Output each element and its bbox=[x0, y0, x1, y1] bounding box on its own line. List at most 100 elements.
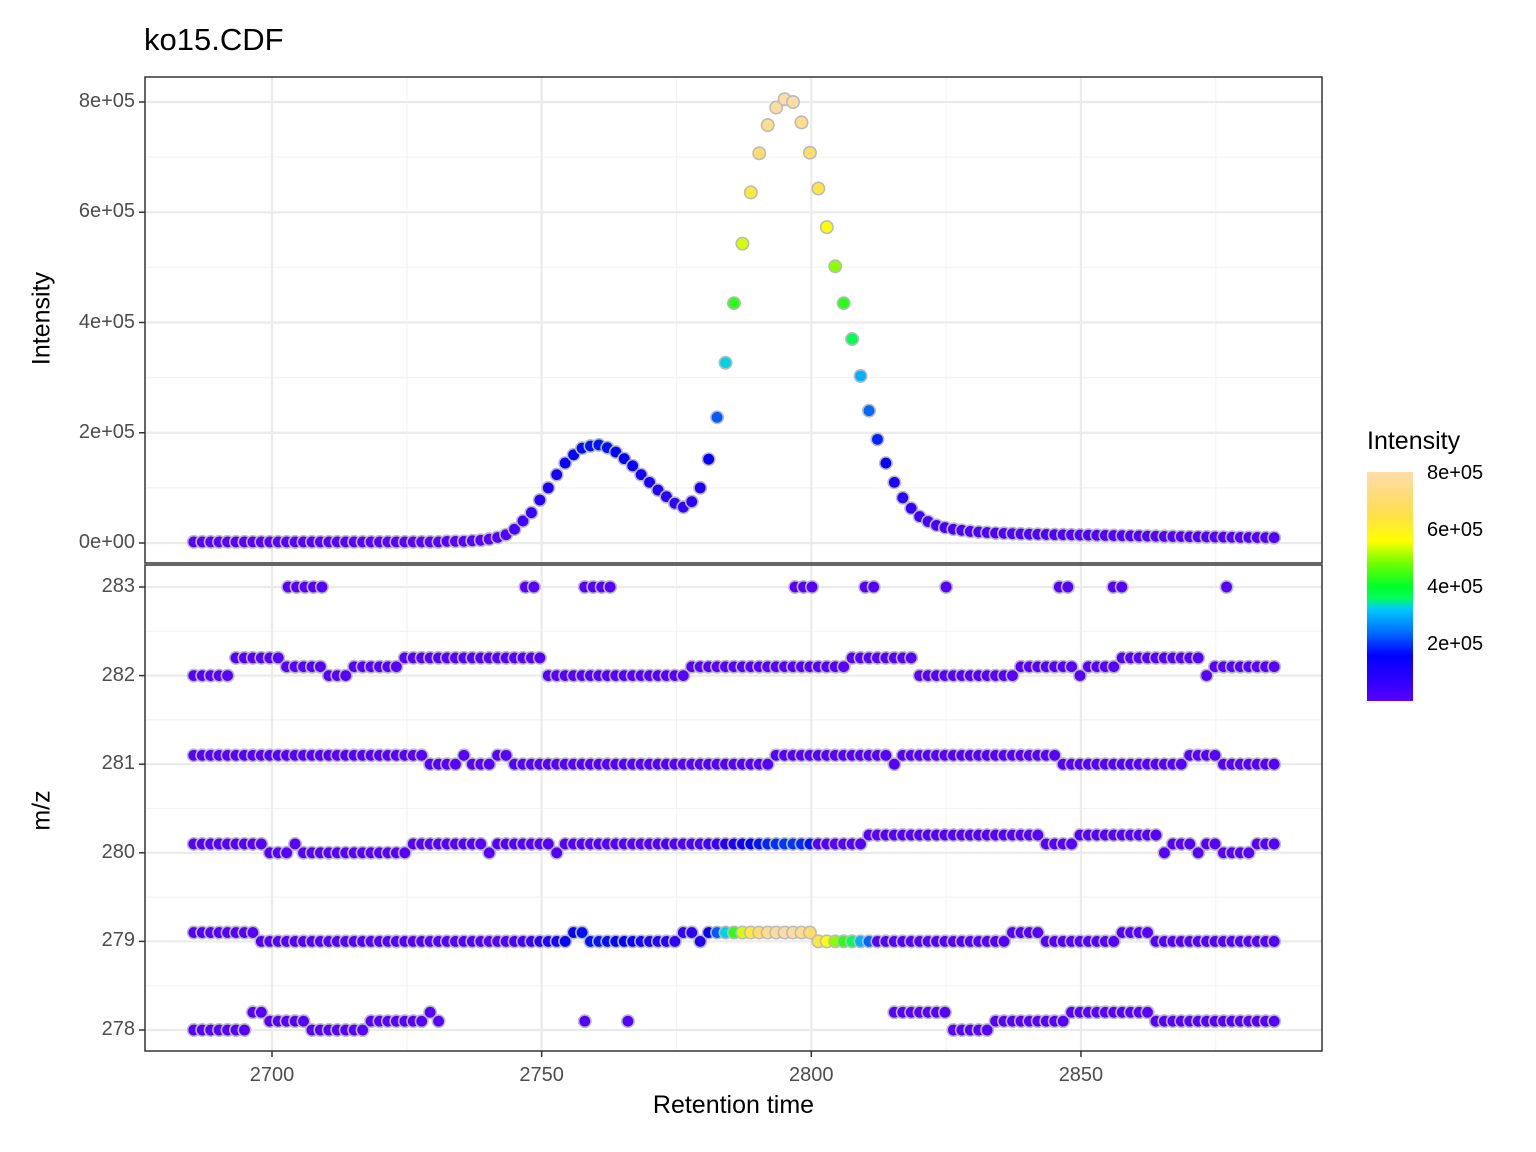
data-point bbox=[1267, 836, 1282, 851]
data-point bbox=[853, 368, 868, 383]
data-point bbox=[895, 490, 910, 505]
legend-label: 6e+05 bbox=[1427, 519, 1484, 541]
data-point bbox=[482, 757, 497, 772]
data-point bbox=[904, 501, 919, 516]
data-point bbox=[1106, 934, 1121, 949]
data-point bbox=[558, 456, 573, 471]
data-point bbox=[526, 579, 541, 594]
tick-label: 282 bbox=[101, 663, 135, 686]
data-point bbox=[701, 452, 716, 467]
data-point bbox=[805, 579, 820, 594]
tick-label: 279 bbox=[101, 929, 135, 952]
data-point bbox=[1064, 836, 1079, 851]
data-point bbox=[423, 1005, 438, 1020]
data-point bbox=[524, 505, 539, 520]
data-point bbox=[558, 934, 573, 949]
data-point bbox=[1241, 845, 1256, 860]
data-point bbox=[603, 579, 618, 594]
data-point bbox=[802, 145, 817, 160]
data-point bbox=[811, 181, 826, 196]
legend-label: 4e+05 bbox=[1427, 576, 1484, 598]
data-point bbox=[828, 259, 843, 274]
data-point bbox=[431, 1014, 446, 1029]
data-point bbox=[836, 659, 851, 674]
tick-label: 8e+05 bbox=[78, 90, 135, 112]
data-point bbox=[1267, 659, 1282, 674]
data-point bbox=[693, 934, 708, 949]
data-point bbox=[549, 467, 564, 482]
data-point bbox=[634, 467, 649, 482]
data-point bbox=[532, 650, 547, 665]
data-point bbox=[1148, 828, 1163, 843]
data-point bbox=[1267, 530, 1282, 545]
tick-label: 2800 bbox=[789, 1064, 834, 1086]
data-point bbox=[904, 650, 919, 665]
data-point bbox=[853, 836, 868, 851]
data-point bbox=[887, 757, 902, 772]
data-point bbox=[1199, 668, 1214, 683]
data-point bbox=[760, 757, 775, 772]
data-point bbox=[870, 432, 885, 447]
tick-label: 281 bbox=[101, 752, 135, 775]
data-point bbox=[541, 836, 556, 851]
tick-label: 283 bbox=[101, 575, 135, 597]
data-point bbox=[355, 1022, 370, 1037]
data-point bbox=[836, 296, 851, 311]
data-point bbox=[237, 1022, 252, 1037]
data-point bbox=[760, 118, 775, 133]
data-point bbox=[271, 650, 286, 665]
data-point bbox=[684, 494, 699, 509]
data-point bbox=[473, 836, 488, 851]
legend-label: 8e+05 bbox=[1427, 462, 1484, 484]
data-point bbox=[1191, 650, 1206, 665]
data-point bbox=[1182, 836, 1197, 851]
data-point bbox=[1064, 659, 1079, 674]
data-point bbox=[866, 579, 881, 594]
tick-label: 2700 bbox=[249, 1064, 295, 1086]
data-point bbox=[414, 1014, 429, 1029]
legend-label: 2e+05 bbox=[1427, 633, 1484, 655]
data-point bbox=[667, 934, 682, 949]
data-point bbox=[254, 1005, 269, 1020]
data-point bbox=[313, 659, 328, 674]
tick-label: 4e+05 bbox=[78, 310, 135, 333]
data-point bbox=[878, 748, 893, 763]
data-point bbox=[1114, 579, 1129, 594]
data-point bbox=[684, 925, 699, 940]
data-point bbox=[414, 748, 429, 763]
data-point bbox=[887, 475, 902, 490]
data-point bbox=[937, 1005, 952, 1020]
data-point bbox=[577, 1014, 592, 1029]
data-point bbox=[314, 579, 329, 594]
data-point bbox=[769, 100, 784, 115]
data-point bbox=[1106, 659, 1121, 674]
data-point bbox=[802, 925, 817, 940]
data-point bbox=[288, 836, 303, 851]
data-point bbox=[1157, 845, 1172, 860]
data-point bbox=[710, 410, 725, 425]
data-point bbox=[296, 1014, 311, 1029]
data-point bbox=[279, 845, 294, 860]
data-point bbox=[1140, 925, 1155, 940]
data-point bbox=[676, 668, 691, 683]
data-point bbox=[625, 458, 640, 473]
data-point bbox=[1267, 757, 1282, 772]
data-point bbox=[1030, 828, 1045, 843]
data-point bbox=[1056, 1014, 1071, 1029]
data-point bbox=[499, 748, 514, 763]
data-point bbox=[1191, 845, 1206, 860]
legend-colorbar bbox=[1367, 472, 1413, 701]
data-point bbox=[726, 296, 741, 311]
data-point bbox=[1073, 668, 1088, 683]
data-point bbox=[735, 236, 750, 251]
data-point bbox=[482, 845, 497, 860]
tick-label: 280 bbox=[101, 840, 135, 863]
x-axis-label: Retention time bbox=[652, 1091, 815, 1119]
data-point bbox=[549, 845, 564, 860]
tick-label: 278 bbox=[101, 1018, 135, 1040]
data-point bbox=[338, 668, 353, 683]
data-point bbox=[1267, 934, 1282, 949]
data-point bbox=[1174, 757, 1189, 772]
data-point bbox=[1030, 925, 1045, 940]
